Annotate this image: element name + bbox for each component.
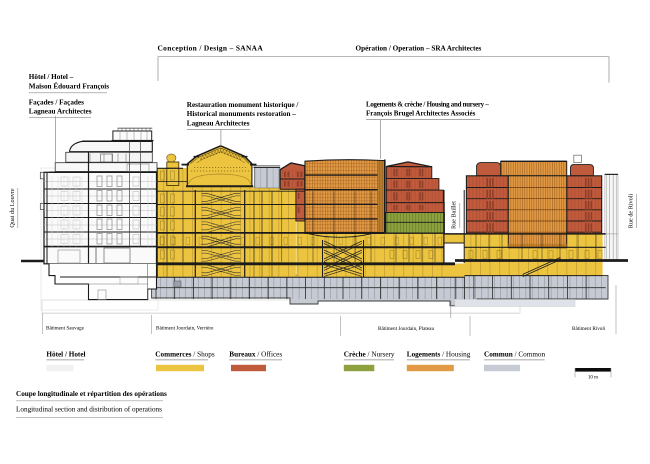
svg-text:10 m: 10 m <box>588 376 598 381</box>
svg-text:François Brugel Architectes As: François Brugel Architectes Associés <box>366 110 476 118</box>
svg-text:Bâtiment Rivoli: Bâtiment Rivoli <box>572 326 606 332</box>
svg-text:Commerces / Shops: Commerces / Shops <box>155 350 215 358</box>
svg-text:Restauration monument historiq: Restauration monument historique / <box>187 101 300 109</box>
svg-text:Lagneau Architectes: Lagneau Architectes <box>187 119 250 127</box>
svg-text:Lagneau Architectes: Lagneau Architectes <box>29 108 92 116</box>
svg-text:Bureaux / Offices: Bureaux / Offices <box>229 350 282 358</box>
svg-text:Hôtel / Hotel –: Hôtel / Hotel – <box>29 73 74 81</box>
svg-text:Coupe longitudinale et réparti: Coupe longitudinale et répartition des o… <box>16 390 167 398</box>
svg-text:Maison Édouard François: Maison Édouard François <box>29 81 109 91</box>
svg-text:Hôtel / Hotel: Hôtel / Hotel <box>46 350 85 358</box>
svg-text:Commun / Common: Commun / Common <box>484 350 546 358</box>
svg-text:Rue Baillet: Rue Baillet <box>451 201 458 229</box>
svg-text:Longitudinal section and distr: Longitudinal section and distribution of… <box>16 405 162 413</box>
svg-text:Bâtiment Jourdain, Plateau: Bâtiment Jourdain, Plateau <box>378 326 434 332</box>
svg-text:Logements / Housing: Logements / Housing <box>407 350 471 358</box>
svg-text:Logements & crèche / Housing a: Logements & crèche / Housing and nursery… <box>366 102 489 109</box>
svg-text:Opération / Operation – SRA Ar: Opération / Operation – SRA Architectes <box>356 45 482 53</box>
svg-text:Bâtiment Jourdain, Verrière: Bâtiment Jourdain, Verrière <box>156 326 214 332</box>
svg-text:Rue de Rivoli: Rue de Rivoli <box>627 194 634 229</box>
svg-text:Façades / Façades: Façades / Façades <box>29 99 84 107</box>
svg-text:Crèche / Nursery: Crèche / Nursery <box>344 350 395 358</box>
svg-text:Bâtiment Sauvage: Bâtiment Sauvage <box>46 326 85 332</box>
svg-text:Conception / Design – SANAA: Conception / Design – SANAA <box>158 44 264 53</box>
svg-text:Historical monuments restorati: Historical monuments restoration – <box>187 110 296 118</box>
svg-text:Quai du Louvre: Quai du Louvre <box>9 188 16 227</box>
